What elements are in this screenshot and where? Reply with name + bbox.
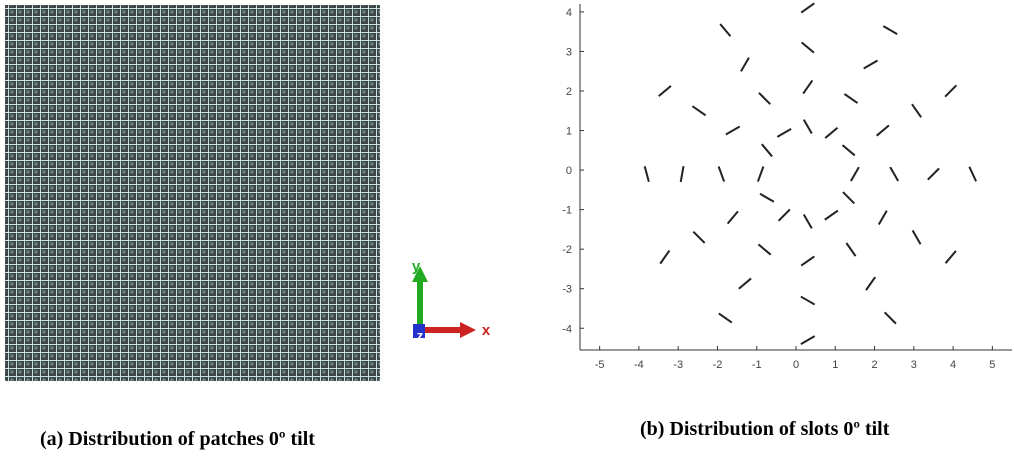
slot: [681, 166, 684, 182]
slot: [913, 230, 921, 244]
slot: [877, 125, 889, 135]
y-tick-label: 2: [566, 86, 572, 98]
slot: [885, 312, 896, 323]
slot: [760, 194, 774, 202]
y-tick-label: -2: [562, 244, 572, 256]
slot: [801, 256, 814, 265]
axis-label-y: y: [412, 258, 421, 275]
slot: [801, 3, 814, 12]
x-tick-label: -4: [634, 359, 644, 371]
x-tick-label: 3: [911, 359, 917, 371]
y-tick-label: 4: [566, 7, 572, 19]
slot: [762, 144, 772, 156]
slot: [759, 93, 770, 104]
slot: [866, 277, 875, 290]
slot: [928, 168, 939, 179]
slot: [945, 85, 956, 96]
x-tick-label: 5: [989, 359, 995, 371]
slot: [779, 210, 790, 221]
slot: [719, 313, 732, 322]
slot: [883, 26, 897, 34]
coordinate-icon: y x z: [412, 258, 491, 343]
slot: [802, 42, 814, 52]
y-tick-label: -1: [562, 205, 572, 217]
slot: [758, 244, 770, 254]
slot: [692, 106, 705, 115]
x-tick-label: 4: [950, 359, 956, 371]
y-tick-label: -3: [562, 284, 572, 296]
slot: [660, 251, 669, 264]
y-tick-label: 0: [566, 165, 572, 177]
axis-label-x: x: [482, 322, 491, 339]
figure: y x z -5 -4 -3 -2 -1 0 1 2 3 4 5 -4 -3 -2 -1 0 1 2 3 4 (a) …: [0, 0, 1014, 462]
x-tick-label: -5: [595, 359, 605, 371]
slot: [843, 192, 854, 203]
caption-b: (b) Distribution of slots 0º tilt: [640, 418, 889, 441]
x-tick-label: 1: [832, 359, 838, 371]
slot: [804, 120, 812, 134]
slot: [803, 80, 812, 93]
slot: [693, 232, 704, 243]
slot: [645, 166, 649, 181]
x-tick-label: -1: [752, 359, 762, 371]
slot: [844, 94, 857, 103]
slot: [804, 215, 812, 229]
x-tick-label: -2: [713, 359, 723, 371]
slot: [741, 58, 749, 72]
slot: [801, 297, 815, 305]
x-tick-label: 0: [793, 359, 799, 371]
caption-a: (a) Distribution of patches 0º tilt: [40, 428, 315, 451]
slot: [946, 251, 956, 263]
x-tick-label: 2: [871, 359, 877, 371]
slot: [912, 104, 921, 117]
figure-canvas: y x z -5 -4 -3 -2 -1 0 1 2 3 4 5 -4 -3 -2 -1 0 1 2 3 4: [0, 0, 1014, 462]
x-tick-label: -3: [673, 359, 683, 371]
slot: [720, 24, 730, 36]
slot: [719, 167, 724, 182]
slot: [739, 278, 751, 288]
y-tick-label: -4: [562, 323, 572, 335]
slot: [890, 167, 898, 181]
y-tick-label: 1: [566, 126, 572, 138]
slot: [726, 127, 740, 135]
patch-grid-image: [5, 5, 380, 381]
y-tick-label: 3: [566, 46, 572, 58]
axis-label-z: z: [417, 328, 424, 343]
slot: [825, 128, 837, 138]
slot: [846, 243, 855, 256]
slot: [969, 167, 976, 182]
slot: [879, 211, 887, 225]
slot: [728, 211, 738, 223]
slot: [864, 61, 878, 69]
slot: [659, 86, 671, 96]
slot: [842, 145, 854, 155]
slot: [758, 167, 763, 182]
slot: [777, 129, 791, 137]
slot: [825, 211, 838, 220]
slot: [801, 336, 815, 344]
slot: [851, 167, 859, 181]
